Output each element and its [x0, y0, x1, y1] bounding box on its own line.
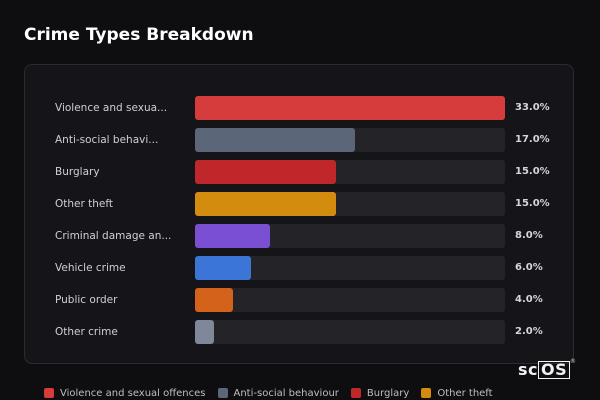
bar-track	[195, 224, 505, 248]
category-label: Other theft	[55, 198, 114, 210]
chart-legend: Violence and sexual offences Anti-social …	[44, 386, 493, 400]
bar	[195, 224, 270, 248]
bar-row: Anti-social behavi... 17.0%	[25, 128, 575, 152]
category-label: Other crime	[55, 326, 118, 338]
legend-label: Violence and sexual offences	[60, 387, 206, 399]
bar-row: Other crime 2.0%	[25, 320, 575, 344]
chart-panel: Violence and sexua... 33.0% Anti-social be…	[24, 64, 574, 364]
value-label: 33.0%	[515, 102, 550, 113]
value-label: 17.0%	[515, 134, 550, 145]
category-label: Vehicle crime	[55, 262, 126, 274]
brand-logo: sc OS	[518, 360, 571, 379]
bar-track	[195, 160, 505, 184]
category-label: Burglary	[55, 166, 100, 178]
bar-track	[195, 96, 505, 120]
legend-item: Burglary	[350, 387, 410, 399]
value-label: 6.0%	[515, 262, 543, 273]
bar-track	[195, 320, 505, 344]
bar	[195, 288, 233, 312]
legend-item: Other theft	[421, 387, 493, 399]
legend-label: Other theft	[437, 387, 493, 399]
value-label: 15.0%	[515, 198, 550, 209]
legend-item: Anti-social behaviour	[217, 387, 339, 399]
brand-registered-mark: ®	[570, 358, 576, 365]
value-label: 4.0%	[515, 294, 543, 305]
brand-logo-box: OS	[538, 361, 571, 379]
bar	[195, 192, 336, 216]
bar-track	[195, 256, 505, 280]
bar-row: Public order 4.0%	[25, 288, 575, 312]
bar-row: Vehicle crime 6.0%	[25, 256, 575, 280]
bar-row: Criminal damage an... 8.0%	[25, 224, 575, 248]
bar-row: Other theft 15.0%	[25, 192, 575, 216]
value-label: 8.0%	[515, 230, 543, 241]
bar	[195, 320, 214, 344]
bar-row: Burglary 15.0%	[25, 160, 575, 184]
bar	[195, 160, 336, 184]
legend-swatch	[421, 388, 432, 398]
legend-label: Burglary	[366, 387, 410, 399]
legend-item: Violence and sexual offences	[44, 388, 206, 399]
bar-track	[195, 192, 505, 216]
legend-label: Anti-social behaviour	[233, 387, 339, 399]
value-label: 15.0%	[515, 166, 550, 177]
brand-logo-text: sc	[518, 360, 539, 379]
category-label: Anti-social behavi...	[55, 134, 159, 146]
bar	[195, 256, 251, 280]
value-label: 2.0%	[515, 326, 543, 337]
legend-swatch	[217, 388, 228, 398]
bar-row: Violence and sexua... 33.0%	[25, 96, 575, 120]
category-label: Public order	[55, 294, 118, 306]
legend-swatch	[350, 388, 361, 398]
bar-track	[195, 128, 505, 152]
category-label: Criminal damage an...	[55, 230, 172, 242]
bar	[195, 96, 505, 120]
category-label: Violence and sexua...	[55, 102, 168, 114]
chart-title: Crime Types Breakdown	[24, 25, 254, 45]
legend-swatch	[44, 388, 54, 398]
bar-track	[195, 288, 505, 312]
bar	[195, 128, 355, 152]
